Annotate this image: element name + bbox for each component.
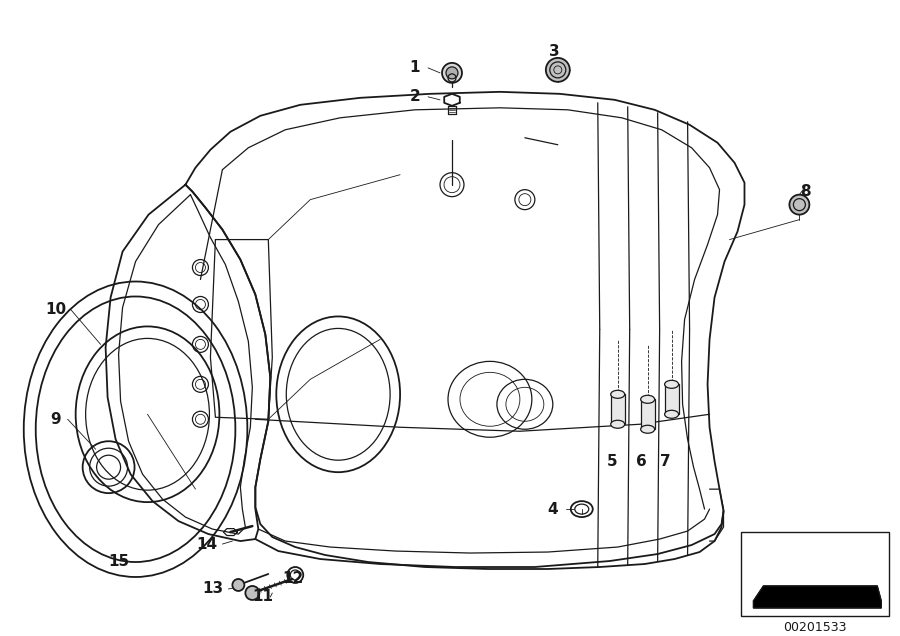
Ellipse shape [641,396,654,403]
Ellipse shape [611,420,625,428]
Text: 7: 7 [661,453,670,469]
Text: 00201533: 00201533 [784,621,847,634]
Text: 12: 12 [283,572,304,586]
Ellipse shape [664,410,679,418]
Text: 1: 1 [410,60,420,76]
Text: 8: 8 [800,184,811,199]
Text: 15: 15 [108,553,129,569]
Bar [742,532,889,616]
Text: 14: 14 [196,537,218,551]
Circle shape [442,63,462,83]
Text: 10: 10 [45,302,67,317]
Circle shape [232,579,245,591]
Bar [641,399,654,429]
Bar [611,394,625,424]
Text: 13: 13 [202,581,223,597]
Text: 3: 3 [548,45,559,59]
Bar [664,384,679,414]
Text: 9: 9 [50,411,61,427]
Circle shape [789,195,809,214]
Text: 6: 6 [636,453,647,469]
Circle shape [446,67,458,79]
Text: 2: 2 [410,89,420,104]
Ellipse shape [641,425,654,433]
Ellipse shape [611,391,625,398]
Text: 11: 11 [252,590,273,604]
Polygon shape [753,586,881,608]
Text: 4: 4 [547,502,558,516]
Circle shape [246,586,259,600]
Text: 5: 5 [607,453,617,469]
Circle shape [545,58,570,82]
Ellipse shape [664,380,679,389]
